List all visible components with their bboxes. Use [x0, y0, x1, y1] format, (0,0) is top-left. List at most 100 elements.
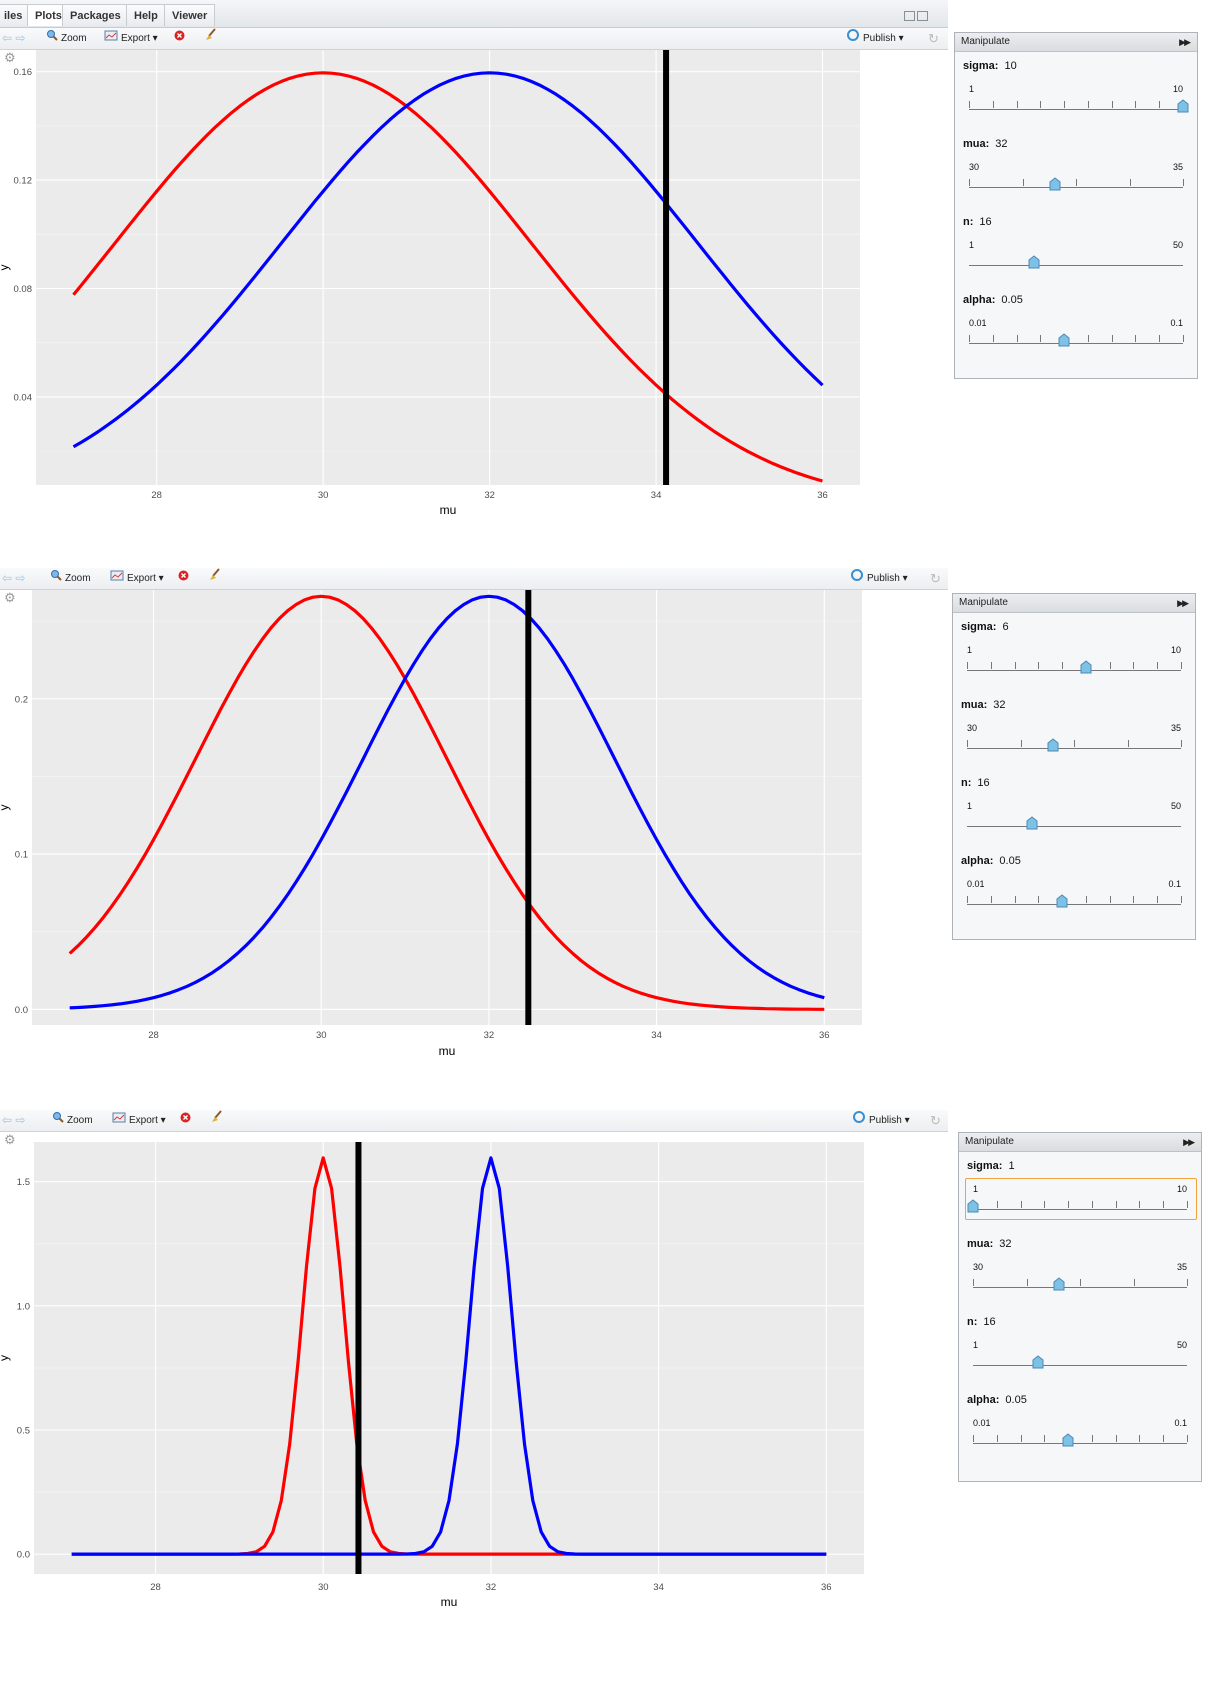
tab-help[interactable]: Help: [126, 4, 166, 26]
slider-value: 16: [983, 1316, 996, 1328]
slider-tick: [1022, 179, 1024, 186]
slider-track[interactable]: [973, 1277, 1188, 1291]
slider-thumb[interactable]: [1032, 1355, 1044, 1369]
nav-arrows[interactable]: ⇦ ⇨: [2, 571, 26, 585]
export-menu[interactable]: Export ▾: [112, 1110, 166, 1131]
export-label: Export ▾: [121, 33, 158, 45]
slider-track[interactable]: [967, 894, 1182, 908]
tab-packages[interactable]: Packages: [62, 4, 129, 26]
refresh-button[interactable]: ↻: [928, 31, 939, 46]
slider-tick: [1181, 896, 1182, 903]
slider-track[interactable]: [969, 255, 1183, 269]
plot-background: [34, 1142, 864, 1574]
slider-max: 10: [1172, 84, 1183, 94]
slider-thumb[interactable]: [1049, 177, 1061, 191]
slider-thumb[interactable]: [1062, 1433, 1074, 1447]
slider-thumb[interactable]: [1053, 1277, 1065, 1291]
zoom-label: Zoom: [67, 1115, 93, 1127]
slider-track[interactable]: [967, 738, 1182, 752]
slider-control-mua: mua: 32 30 35: [953, 691, 1195, 769]
slider-max: 10: [1176, 1184, 1187, 1194]
slider-track[interactable]: [973, 1433, 1188, 1447]
export-menu[interactable]: Export ▾: [104, 28, 158, 49]
slider-name: sigma:: [967, 1160, 1003, 1172]
slider-track[interactable]: [969, 333, 1184, 347]
publish-label: Publish: [867, 573, 900, 585]
maximize-icon[interactable]: [917, 11, 928, 21]
zoom-button[interactable]: Zoom: [46, 28, 87, 49]
gear-icon[interactable]: ⚙: [4, 1132, 16, 1147]
slider-tick: [992, 101, 994, 108]
slider-label: alpha: 0.05: [963, 294, 1023, 306]
slider-thumb[interactable]: [1028, 255, 1040, 269]
remove-plot-button[interactable]: [178, 568, 192, 589]
slider-thumb[interactable]: [1058, 333, 1070, 347]
collapse-icon[interactable]: ▶▶: [1179, 37, 1191, 47]
refresh-button[interactable]: ↻: [930, 571, 941, 586]
remove-plot-button[interactable]: [180, 1110, 194, 1131]
slider-tick: [1016, 335, 1018, 342]
slider-tick: [1062, 662, 1064, 669]
publish-dropdown-icon[interactable]: ▾: [904, 1115, 910, 1127]
zoom-button[interactable]: Zoom: [52, 1110, 93, 1131]
slider-min: 0.01: [969, 318, 987, 328]
zoom-button[interactable]: Zoom: [50, 568, 91, 589]
slider-track[interactable]: [973, 1355, 1187, 1369]
slider-track[interactable]: [969, 177, 1184, 191]
gear-icon[interactable]: ⚙: [4, 590, 16, 605]
plots-toolbar: ⇦ ⇨ Zoom Export ▾ Publish ▾ ↻: [0, 568, 948, 590]
publish-button[interactable]: Publish ▾: [852, 1110, 910, 1131]
collapse-icon[interactable]: ▶▶: [1183, 1137, 1195, 1147]
slider-tick: [1064, 101, 1066, 108]
nav-arrows[interactable]: ⇦ ⇨: [2, 31, 26, 45]
slider-max: 0.1: [1170, 318, 1183, 328]
nav-arrows[interactable]: ⇦ ⇨: [2, 1113, 26, 1127]
publish-dropdown-icon[interactable]: ▾: [898, 33, 904, 45]
slider-thumb[interactable]: [1177, 99, 1189, 113]
slider-value: 0.05: [999, 855, 1021, 867]
slider-tick: [1139, 1435, 1141, 1442]
slider-track[interactable]: [967, 660, 1182, 674]
minimize-icon[interactable]: [904, 11, 915, 21]
slider-thumb[interactable]: [1080, 660, 1092, 674]
collapse-icon[interactable]: ▶▶: [1177, 598, 1189, 608]
slider-track[interactable]: [969, 99, 1189, 113]
slider-thumb[interactable]: [1026, 816, 1038, 830]
slider-track[interactable]: [967, 816, 1181, 830]
slider-tick: [1109, 662, 1111, 669]
slider-tick: [990, 896, 992, 903]
slider-label: n: 16: [967, 1316, 996, 1328]
x-axis-title: mu: [439, 1044, 456, 1058]
slider-tick: [1133, 662, 1135, 669]
slider-tick: [1111, 101, 1113, 108]
slider-tick: [1040, 335, 1042, 342]
slider-control-mua: mua: 32 30 35: [955, 130, 1197, 208]
remove-plot-button[interactable]: [174, 28, 188, 49]
clear-plots-button[interactable]: [210, 1110, 226, 1131]
y-tick-label: 0.0: [17, 1550, 30, 1561]
publish-button[interactable]: Publish ▾: [846, 28, 904, 49]
publish-button[interactable]: Publish ▾: [850, 568, 908, 589]
slider-tick: [1127, 740, 1129, 747]
publish-dropdown-icon[interactable]: ▾: [902, 573, 908, 585]
export-menu[interactable]: Export ▾: [110, 568, 164, 589]
clear-plots-button[interactable]: [204, 28, 220, 49]
slider-track[interactable]: [967, 1199, 1188, 1213]
slider-tick: [1187, 1279, 1188, 1286]
magnifier-icon: [50, 568, 62, 589]
slider-control-n: n: 16 1 50: [959, 1308, 1201, 1386]
slider-label: alpha: 0.05: [967, 1394, 1027, 1406]
slider-thumb[interactable]: [1056, 894, 1068, 908]
x-tick-label: 34: [651, 1030, 662, 1041]
slider-thumb[interactable]: [967, 1199, 979, 1213]
pane-tab-bar: iles Plots Packages Help Viewer: [0, 0, 948, 28]
slider-thumb[interactable]: [1047, 738, 1059, 752]
tab-viewer[interactable]: Viewer: [164, 4, 216, 26]
gear-icon[interactable]: ⚙: [4, 50, 16, 65]
slider-max: 0.1: [1168, 879, 1181, 889]
slider-max: 35: [1172, 162, 1183, 172]
slider-control-n: n: 16 1 50: [953, 769, 1195, 847]
refresh-button[interactable]: ↻: [930, 1113, 941, 1128]
tab-files[interactable]: iles: [0, 4, 31, 26]
clear-plots-button[interactable]: [208, 568, 224, 589]
